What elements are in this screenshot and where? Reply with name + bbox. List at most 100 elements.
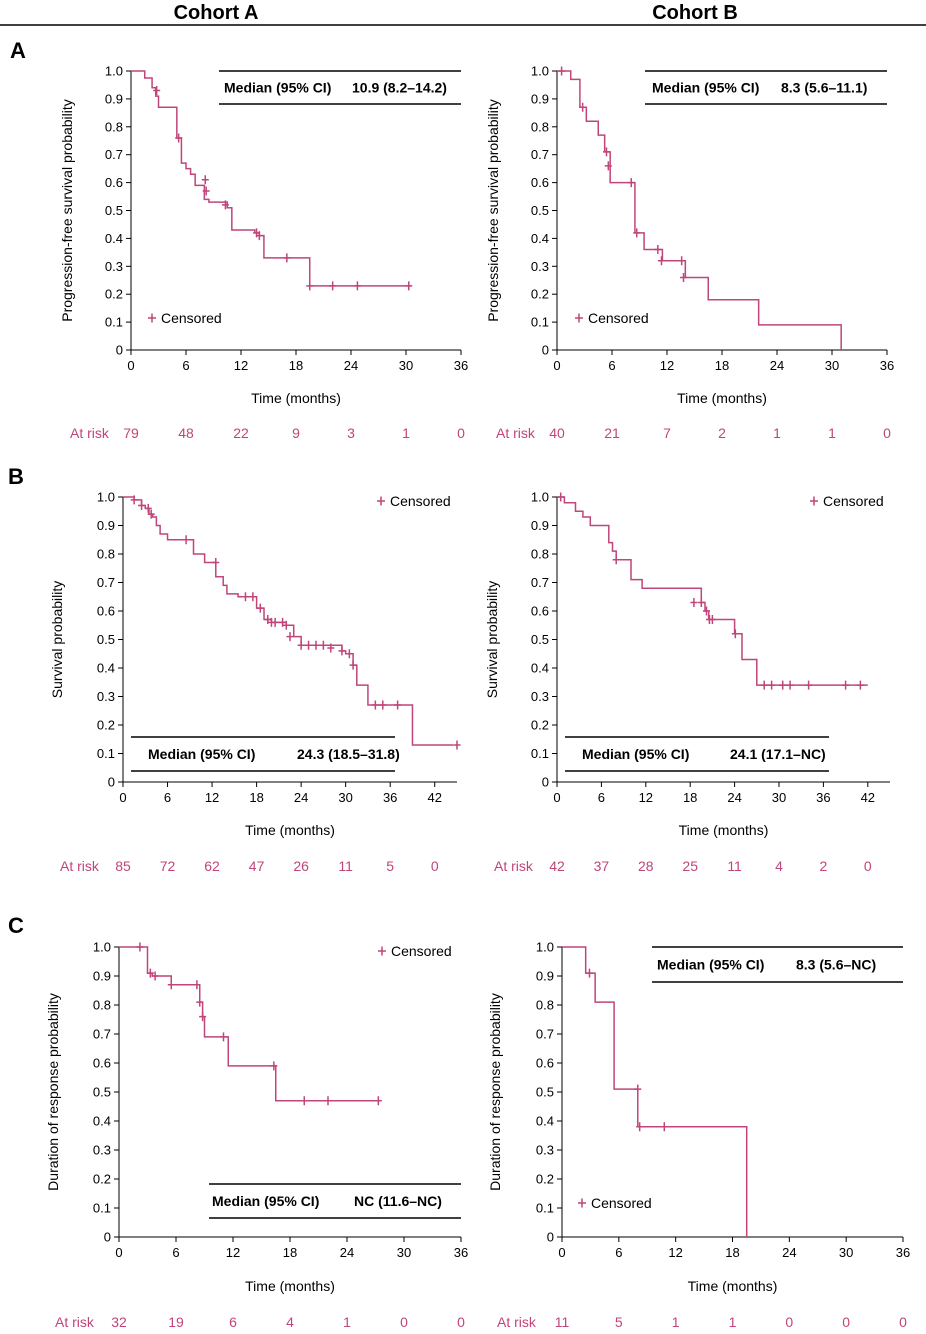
- at-risk-value: 0: [842, 1314, 850, 1330]
- censor-mark: [283, 253, 291, 263]
- x-tick-label: 6: [182, 358, 189, 373]
- x-tick-label: 12: [226, 1245, 240, 1260]
- y-tick-label: 0: [547, 1230, 554, 1245]
- censor-mark: [319, 640, 327, 650]
- censor-mark: [612, 555, 620, 565]
- x-tick-label: 12: [234, 358, 248, 373]
- median-value: NC (11.6–NC): [354, 1193, 442, 1209]
- censor-mark: [312, 640, 320, 650]
- censor-mark: [702, 606, 710, 616]
- median-label: Median (95% CI): [148, 746, 255, 762]
- censor-mark: [286, 632, 294, 642]
- at-risk-value: 2: [718, 425, 726, 441]
- dor-b-chart: 0 0.1 0.2 0.3 0.4 0.5 0.6 0.7 0.8 0.9 1.0 0 6 12 18 24 3…: [487, 940, 910, 1331]
- censor-mark: [603, 147, 610, 157]
- at-risk-label: At risk: [494, 858, 534, 874]
- y-tick-label: 0: [108, 775, 115, 790]
- x-tick-label: 36: [383, 790, 397, 805]
- x-tick-label: 0: [119, 790, 126, 805]
- y-axis-label: Progression-free survival probability: [59, 99, 75, 322]
- km-curve: [131, 70, 411, 287]
- y-tick-label: 0.4: [105, 231, 123, 246]
- y-tick-label: 0.2: [536, 1172, 554, 1187]
- at-risk-label: At risk: [55, 1314, 95, 1330]
- y-tick-label: 0.6: [536, 1056, 554, 1071]
- censor-mark: [271, 617, 279, 627]
- y-tick-label: 0.1: [105, 315, 123, 330]
- dor-a-chart: 0 0.1 0.2 0.3 0.4 0.5 0.6 0.7 0.8 0.9 1.0 0 6 12 18 24 3…: [45, 940, 468, 1331]
- censor-mark: [636, 1122, 644, 1132]
- censor-mark: [768, 680, 776, 690]
- y-tick-label: 0.7: [93, 1027, 111, 1042]
- x-tick-label: 36: [816, 790, 830, 805]
- censor-legend-label: Censored: [390, 493, 451, 509]
- x-axis-label: Time (months): [245, 1278, 335, 1294]
- y-tick-label: 0.5: [536, 1085, 554, 1100]
- median-value: 24.3 (18.5–31.8): [297, 746, 400, 762]
- y-tick-label: 0.8: [536, 998, 554, 1013]
- at-risk-value: 1: [828, 425, 836, 441]
- censor-mark: [338, 646, 346, 656]
- censor-mark: [130, 495, 138, 505]
- cohort-a-header: Cohort A: [174, 2, 259, 24]
- censor-mark: [786, 680, 794, 690]
- at-risk-value: 0: [457, 1314, 465, 1330]
- x-tick-label: 24: [770, 358, 784, 373]
- x-tick-label: 0: [553, 358, 560, 373]
- censor-mark: [654, 245, 662, 255]
- at-risk-value: 1: [729, 1314, 737, 1330]
- x-tick-label: 24: [782, 1245, 796, 1260]
- at-risk-value: 0: [899, 1314, 907, 1330]
- y-axis-label: Progression-free survival probability: [485, 99, 501, 322]
- x-tick-label: 24: [294, 790, 308, 805]
- y-tick-label: 0.7: [531, 147, 549, 162]
- median-value: 8.3 (5.6–NC): [796, 957, 876, 973]
- x-tick-label: 36: [454, 358, 468, 373]
- censor-mark: [193, 980, 201, 990]
- at-risk-value: 48: [178, 425, 194, 441]
- censor-mark: [394, 700, 402, 710]
- y-axis-label: Duration of response probability: [487, 993, 503, 1191]
- km-curve: [557, 496, 868, 686]
- cohort-b-header: Cohort B: [652, 2, 738, 24]
- charts-layer: 00.10.20.30.40.50.60.70.80.91.00 6 12 18 24 3…: [45, 64, 910, 1331]
- y-tick-label: 0.9: [531, 91, 549, 106]
- os-a-chart: 0 0.1 0.2 0.3 0.4 0.5 0.6 0.7 0.8 0.9 1.0 0 6 12 18 24 3…: [49, 490, 461, 874]
- x-tick-label: 0: [127, 358, 134, 373]
- x-axis-label: Time (months): [679, 822, 769, 838]
- at-risk-value: 0: [864, 858, 872, 874]
- censor-mark: [300, 1096, 308, 1106]
- x-tick-label: 18: [249, 790, 263, 805]
- censor-mark: [353, 281, 361, 291]
- at-risk-value: 47: [249, 858, 265, 874]
- y-tick-label: 0.6: [531, 175, 549, 190]
- censor-mark: [327, 643, 335, 653]
- x-tick-label: 6: [172, 1245, 179, 1260]
- x-tick-label: 24: [344, 358, 358, 373]
- y-tick-label: 1.0: [531, 490, 549, 505]
- censor-mark: [241, 592, 249, 602]
- y-tick-label: 0.7: [536, 1027, 554, 1042]
- censor-mark: [374, 1096, 382, 1106]
- at-risk-value: 32: [111, 1314, 127, 1330]
- y-tick-label: 0.8: [531, 119, 549, 134]
- censor-mark: [345, 649, 353, 659]
- y-tick-label: 0.1: [531, 746, 549, 761]
- censor-mark: [349, 660, 357, 670]
- y-tick-label: 1.0: [105, 64, 123, 79]
- x-tick-label: 18: [683, 790, 697, 805]
- y-tick-label: 0: [542, 775, 549, 790]
- censor-mark: [138, 501, 146, 511]
- censor-mark: [633, 228, 641, 238]
- y-tick-label: 0.7: [531, 575, 549, 590]
- y-tick-label: 0.9: [531, 518, 549, 533]
- x-tick-label: 6: [608, 358, 615, 373]
- at-risk-value: 4: [775, 858, 783, 874]
- censor-mark: [680, 272, 687, 282]
- censor-legend-icon: [148, 313, 156, 323]
- censor-mark: [306, 281, 314, 291]
- x-tick-label: 30: [397, 1245, 411, 1260]
- x-tick-label: 12: [205, 790, 219, 805]
- y-tick-label: 0.3: [531, 259, 549, 274]
- censor-legend-icon: [378, 946, 386, 956]
